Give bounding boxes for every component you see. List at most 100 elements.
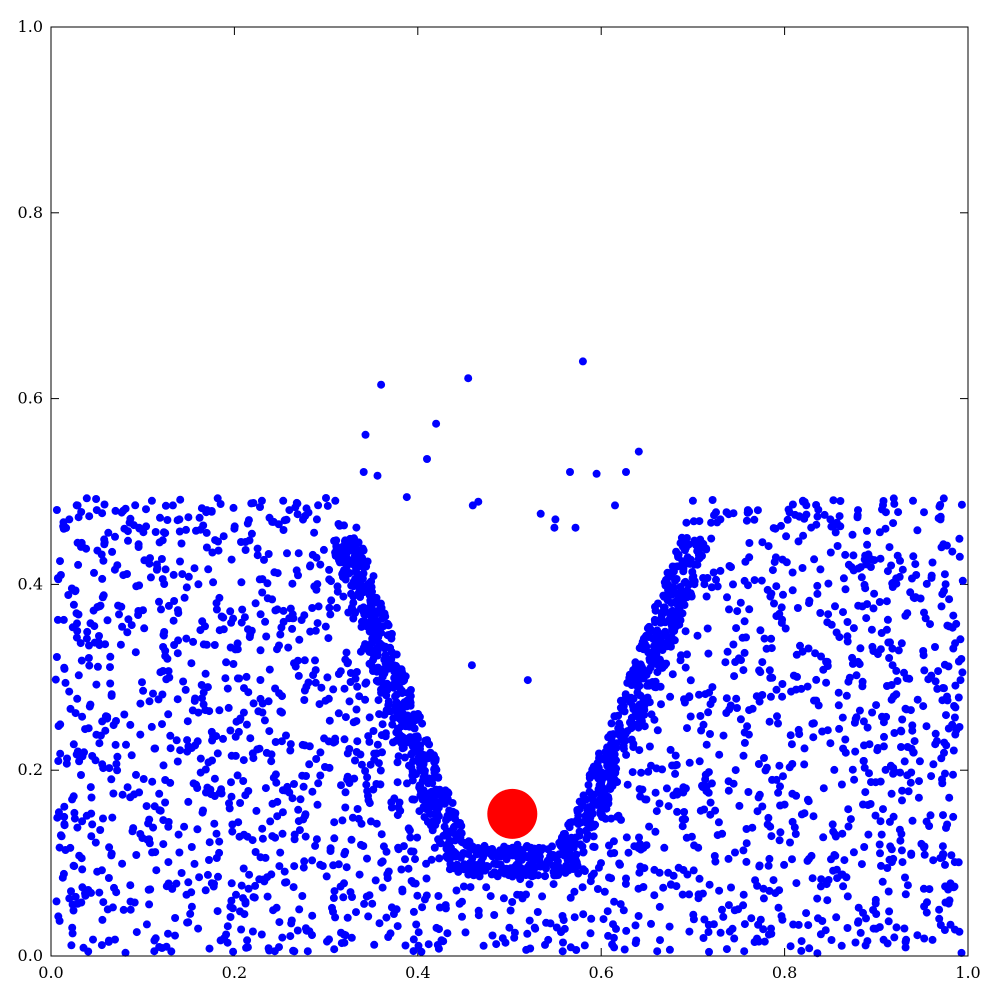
data-point bbox=[227, 896, 236, 905]
data-point bbox=[925, 822, 934, 830]
data-point bbox=[955, 534, 964, 543]
data-point bbox=[845, 673, 854, 682]
data-point bbox=[428, 787, 436, 796]
data-point bbox=[669, 791, 678, 800]
data-point bbox=[155, 538, 164, 547]
data-point bbox=[920, 666, 929, 675]
data-point bbox=[352, 668, 361, 676]
data-point bbox=[375, 710, 384, 719]
data-point bbox=[66, 704, 75, 713]
data-point bbox=[300, 656, 309, 665]
data-point bbox=[958, 576, 967, 585]
data-point bbox=[363, 787, 372, 796]
data-point bbox=[736, 598, 745, 607]
data-point bbox=[139, 528, 148, 537]
data-point bbox=[204, 565, 213, 574]
data-point bbox=[635, 700, 644, 709]
data-point bbox=[183, 736, 192, 745]
data-point bbox=[729, 640, 738, 649]
data-point bbox=[627, 724, 636, 733]
data-point bbox=[176, 557, 184, 566]
data-point bbox=[786, 838, 794, 847]
data-point bbox=[889, 519, 898, 528]
data-point bbox=[123, 628, 132, 637]
data-point bbox=[145, 559, 154, 568]
data-point bbox=[126, 881, 135, 890]
data-point bbox=[63, 754, 71, 763]
data-point bbox=[95, 632, 103, 640]
data-point bbox=[817, 652, 825, 661]
data-point bbox=[394, 845, 403, 854]
data-point bbox=[883, 864, 892, 872]
data-point bbox=[298, 740, 307, 749]
data-point bbox=[189, 637, 198, 646]
data-point bbox=[607, 773, 616, 782]
data-point bbox=[872, 910, 881, 918]
data-point bbox=[139, 775, 148, 783]
data-point bbox=[426, 821, 435, 830]
data-point bbox=[605, 841, 613, 850]
data-point bbox=[223, 922, 232, 931]
data-point bbox=[132, 770, 140, 779]
data-point bbox=[353, 682, 362, 691]
data-point bbox=[848, 653, 857, 662]
data-point bbox=[902, 935, 911, 944]
data-point bbox=[657, 616, 666, 625]
data-point bbox=[214, 546, 223, 555]
data-point bbox=[430, 773, 439, 782]
data-point bbox=[722, 945, 731, 954]
data-point bbox=[776, 801, 785, 810]
data-point bbox=[321, 622, 330, 631]
data-point bbox=[735, 801, 744, 810]
data-point bbox=[436, 797, 445, 806]
data-point bbox=[349, 577, 358, 586]
data-point bbox=[236, 714, 245, 723]
data-point bbox=[885, 543, 894, 552]
data-point bbox=[452, 886, 461, 895]
data-point bbox=[111, 532, 119, 541]
data-point bbox=[184, 878, 193, 887]
data-point bbox=[52, 506, 61, 514]
data-point bbox=[239, 777, 248, 785]
data-point bbox=[566, 893, 575, 902]
data-point bbox=[707, 534, 716, 543]
data-point bbox=[282, 731, 290, 740]
data-point bbox=[210, 792, 219, 800]
data-point bbox=[957, 948, 966, 957]
data-point bbox=[367, 616, 376, 625]
data-point bbox=[808, 874, 817, 883]
data-point bbox=[766, 692, 775, 701]
data-point bbox=[727, 883, 735, 892]
data-point bbox=[443, 840, 452, 849]
data-point bbox=[876, 645, 885, 654]
data-point bbox=[719, 731, 728, 740]
data-point bbox=[126, 905, 135, 914]
data-point bbox=[174, 609, 183, 617]
data-point bbox=[464, 850, 473, 858]
data-point bbox=[369, 572, 378, 581]
data-point bbox=[184, 918, 193, 927]
data-point bbox=[326, 610, 335, 619]
data-point bbox=[73, 694, 82, 703]
data-point bbox=[742, 839, 751, 848]
data-point bbox=[938, 779, 947, 788]
data-point bbox=[716, 566, 725, 575]
data-point bbox=[166, 744, 175, 753]
data-point bbox=[681, 627, 690, 636]
data-point bbox=[290, 780, 298, 788]
data-point bbox=[378, 720, 387, 729]
data-point bbox=[113, 766, 122, 775]
data-point bbox=[630, 842, 639, 851]
data-point bbox=[582, 835, 591, 844]
data-point bbox=[452, 830, 461, 839]
data-point bbox=[575, 831, 584, 840]
data-point bbox=[950, 713, 959, 722]
data-point bbox=[388, 720, 397, 729]
data-point bbox=[316, 771, 325, 780]
data-point bbox=[906, 778, 915, 787]
data-point bbox=[278, 829, 287, 838]
data-point bbox=[202, 506, 211, 515]
data-point bbox=[559, 916, 568, 925]
data-point bbox=[136, 699, 145, 708]
data-point bbox=[372, 676, 381, 685]
